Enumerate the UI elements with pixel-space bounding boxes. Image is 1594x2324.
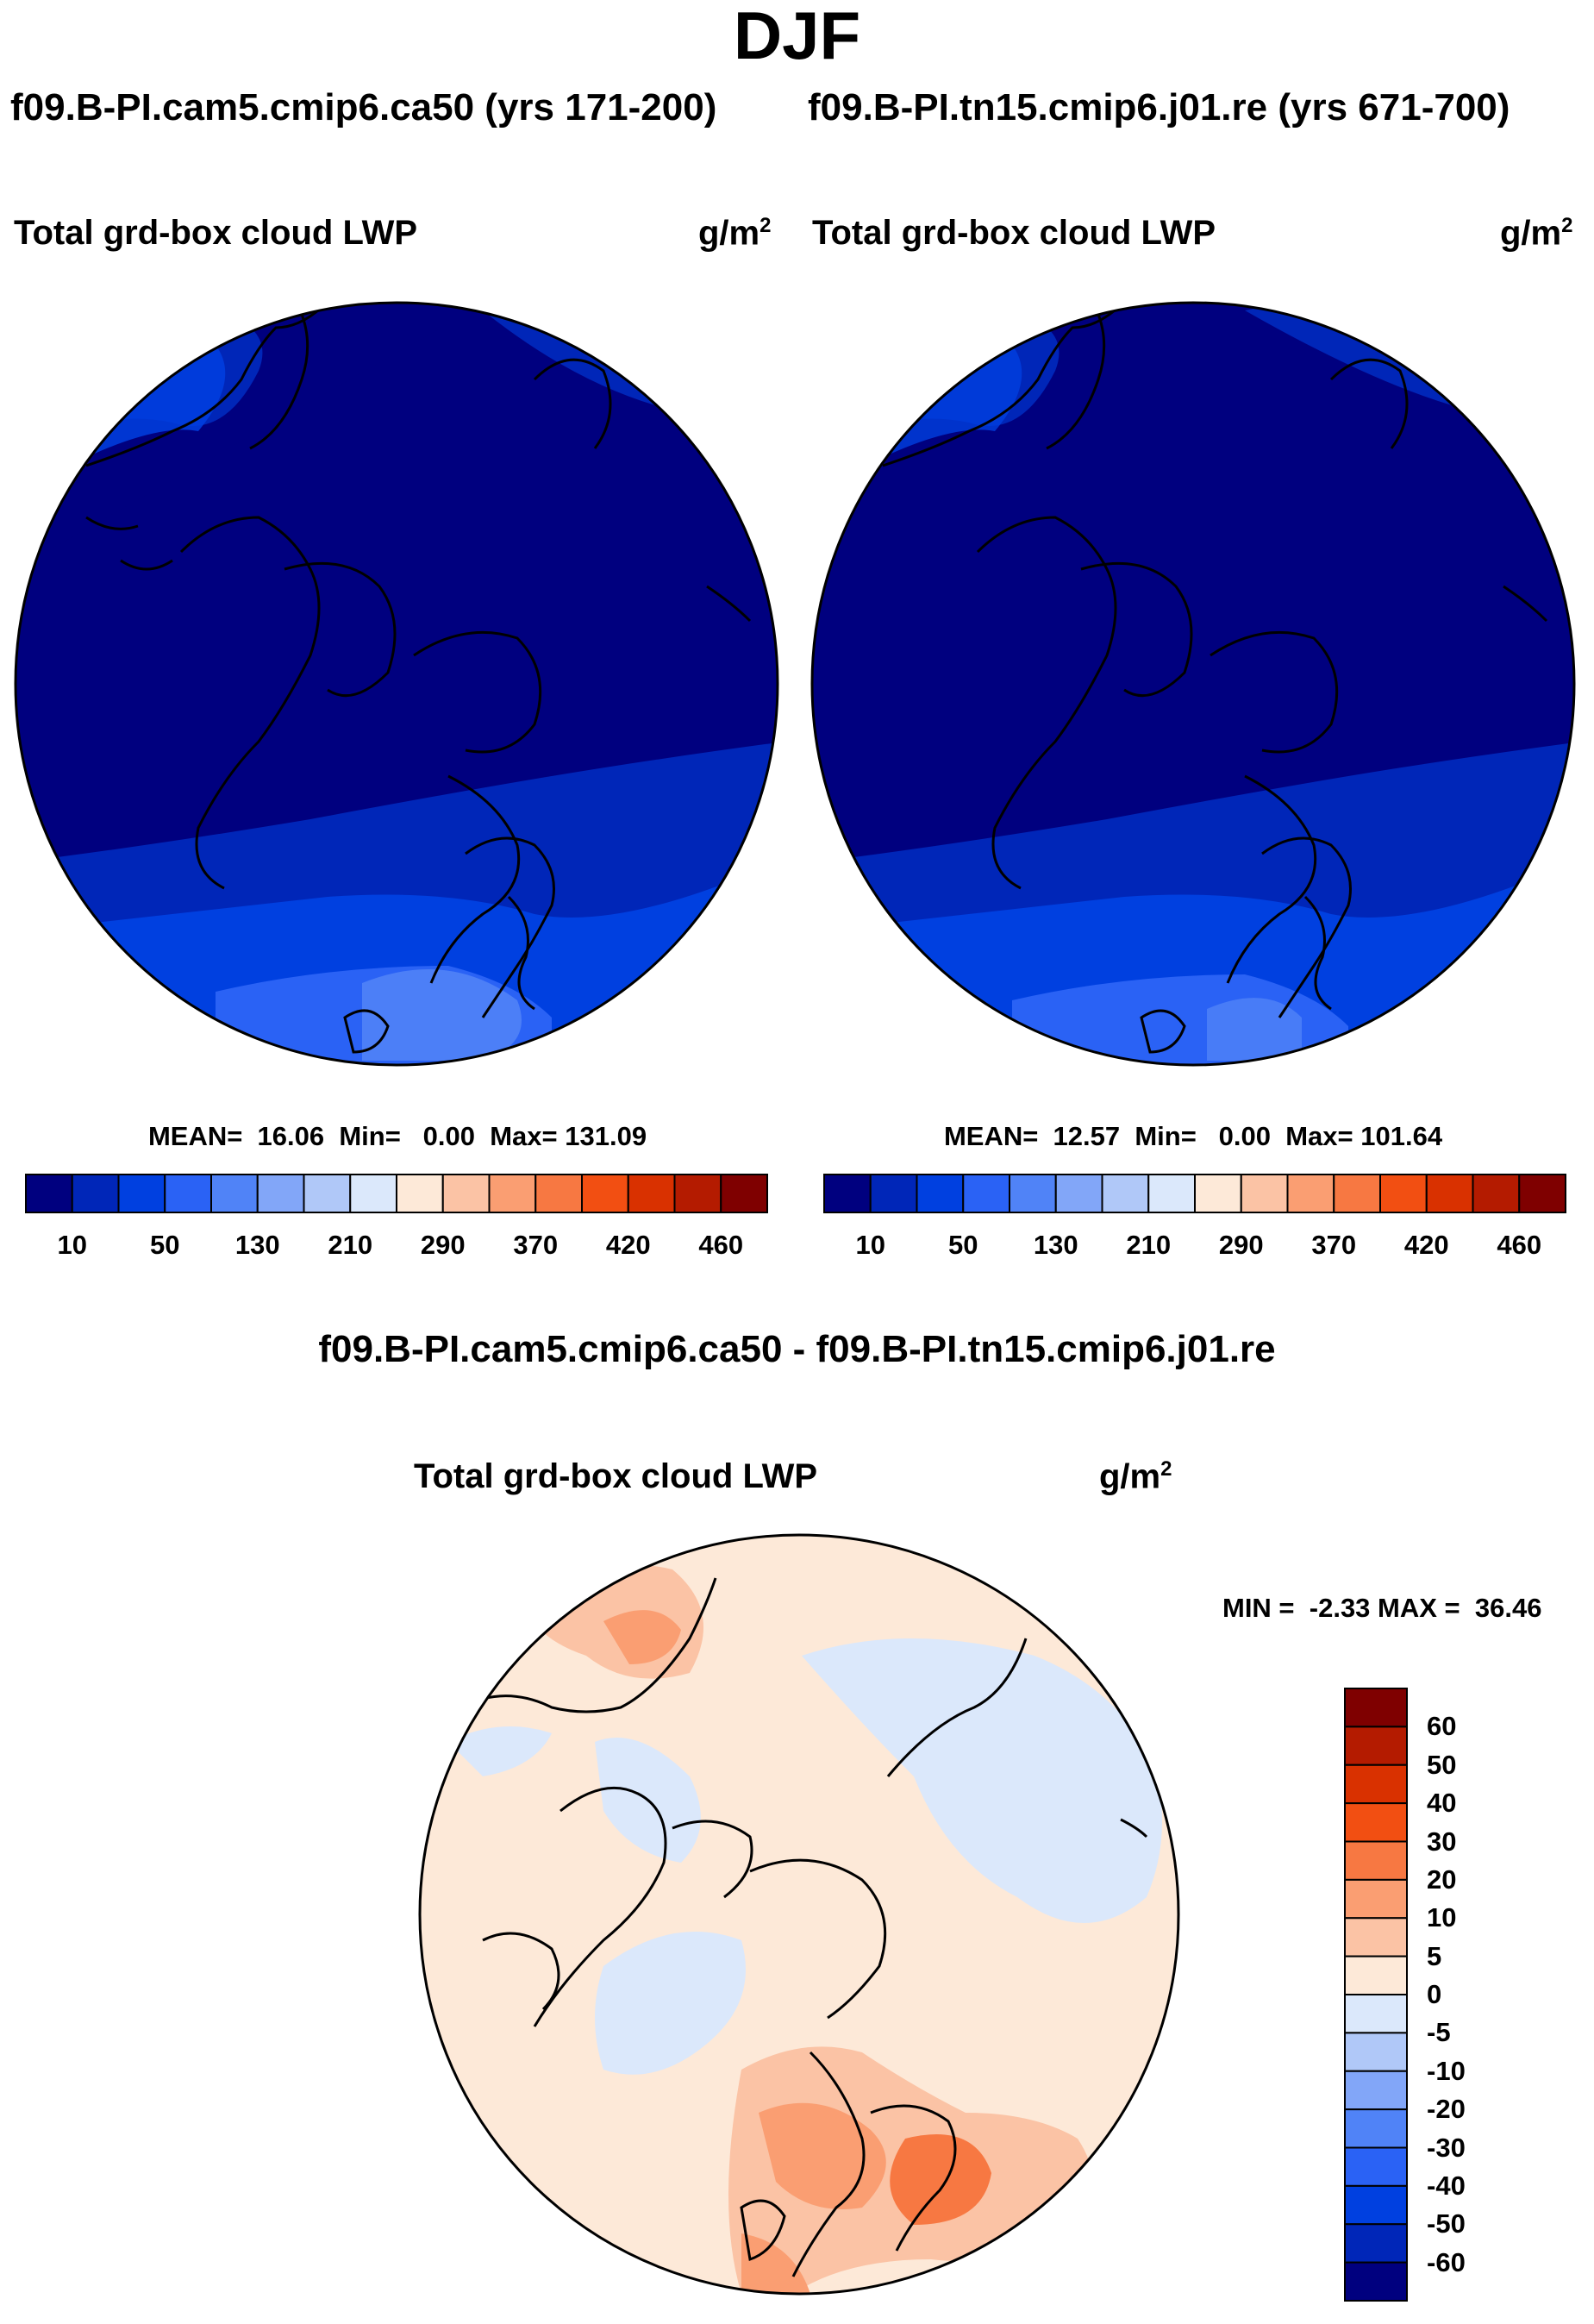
colorbar-tick-label: 0 <box>1427 1979 1442 2009</box>
colorbar-box <box>1425 1174 1474 1213</box>
right-case-label: f09.B-PI.tn15.cmip6.j01.re (yrs 671-700) <box>808 86 1510 128</box>
colorbar-tick-label: 50 <box>948 1230 978 1260</box>
right-colorbar-labels: 10 50 130 210 290 370 420 460 <box>0 1230 1594 1261</box>
colorbar-box <box>823 1174 872 1213</box>
right-stats: MEAN= 12.57 Min= 0.00 Max= 101.64 <box>943 1121 1443 1151</box>
colorbar-tick-label: 370 <box>513 1230 559 1260</box>
colorbar-tick-label: -5 <box>1427 2017 1451 2048</box>
colorbar-tick-label: 50 <box>1427 1749 1457 1780</box>
colorbar-tick-label: 20 <box>1427 1864 1457 1895</box>
figure-title: DJF <box>733 0 861 73</box>
colorbar-box <box>210 1174 259 1213</box>
colorbar-box <box>1344 2184 1408 2226</box>
colorbar-box <box>962 1174 1010 1213</box>
colorbar-tick-label: 130 <box>234 1230 280 1260</box>
colorbar-tick-label: 10 <box>57 1230 87 1260</box>
difference-plot-title: Total grd-box cloud LWP <box>414 1457 818 1495</box>
colorbar-box <box>1344 1994 1408 2034</box>
colorbar-box <box>1344 2070 1408 2111</box>
colorbar-box <box>1518 1174 1566 1213</box>
colorbar-box <box>916 1174 965 1213</box>
right-plot-title: Total grd-box cloud LWP <box>812 214 1216 252</box>
difference-plot-unit: g/m2 <box>1099 1457 1172 1496</box>
colorbar-box <box>1286 1174 1335 1213</box>
colorbar-box <box>1344 1726 1408 1766</box>
colorbar-tick-label: 370 <box>1311 1230 1357 1260</box>
colorbar-tick-label: -40 <box>1427 2170 1466 2201</box>
colorbar-tick-label: 5 <box>1427 1940 1442 1971</box>
colorbar-tick-label: 210 <box>1126 1230 1172 1260</box>
colorbar-tick-label: 130 <box>1033 1230 1078 1260</box>
colorbar-box <box>1344 1802 1408 1843</box>
colorbar-box <box>1147 1174 1196 1213</box>
colorbar-box <box>1344 1917 1408 1958</box>
colorbar-box <box>488 1174 537 1213</box>
colorbar-box <box>117 1174 166 1213</box>
colorbar-box <box>303 1174 352 1213</box>
right-plot-unit: g/m2 <box>1500 214 1573 253</box>
colorbar-box <box>441 1174 491 1213</box>
colorbar-box <box>1344 1763 1408 1805</box>
colorbar-tick-label: 460 <box>698 1230 744 1260</box>
colorbar-tick-label: 290 <box>1218 1230 1264 1260</box>
left-plot-unit: g/m2 <box>698 214 772 253</box>
colorbar-box <box>1344 2032 1408 2072</box>
colorbar-tick-label: 30 <box>1427 1826 1457 1857</box>
colorbar-box <box>1344 1840 1408 1881</box>
colorbar-tick-label: 420 <box>1403 1230 1449 1260</box>
colorbar-box <box>1333 1174 1381 1213</box>
colorbar-tick-label: -10 <box>1427 2055 1466 2086</box>
colorbar-box <box>1344 1878 1408 1920</box>
colorbar-tick-label: 60 <box>1427 1711 1457 1742</box>
left-stats: MEAN= 16.06 Min= 0.00 Max= 131.09 <box>147 1121 647 1151</box>
colorbar-box <box>1344 1955 1408 1995</box>
colorbar-box <box>25 1174 73 1213</box>
left-plot-title: Total grd-box cloud LWP <box>14 214 418 252</box>
colorbar-tick-label: 420 <box>605 1230 651 1260</box>
colorbar-box <box>1344 1688 1408 1728</box>
colorbar-tick-label: -60 <box>1427 2246 1466 2277</box>
colorbar-box <box>720 1174 768 1213</box>
colorbar-tick-label: 10 <box>1427 1902 1457 1933</box>
colorbar-box <box>1344 2108 1408 2149</box>
difference-minmax: MIN = -2.33 MAX = 36.46 <box>1222 1593 1542 1623</box>
colorbar-box <box>1379 1174 1428 1213</box>
colorbar-box <box>581 1174 629 1213</box>
colorbar-tick-label: -20 <box>1427 2094 1466 2125</box>
colorbar-tick-label: 40 <box>1427 1788 1457 1819</box>
colorbar-box <box>164 1174 212 1213</box>
colorbar-tick-label: -50 <box>1427 2208 1466 2239</box>
colorbar-box <box>1344 2223 1408 2264</box>
colorbar-box <box>1344 2146 1408 2187</box>
colorbar-tick-label: 50 <box>150 1230 180 1260</box>
colorbar-tick-label: -30 <box>1427 2132 1466 2163</box>
colorbar-tick-label: 210 <box>328 1230 373 1260</box>
colorbar-box <box>1194 1174 1242 1213</box>
colorbar-tick-label: 290 <box>420 1230 466 1260</box>
colorbar-tick-label: 10 <box>855 1230 885 1260</box>
colorbar-box <box>1344 2261 1408 2302</box>
left-colorbar-labels: 10 50 130 210 290 370 420 460 <box>0 1230 1594 1261</box>
colorbar-tick-label: 460 <box>1497 1230 1542 1260</box>
colorbar-box <box>1054 1174 1103 1213</box>
difference-title: f09.B-PI.cam5.cmip6.ca50 - f09.B-PI.tn15… <box>318 1328 1276 1370</box>
left-case-label: f09.B-PI.cam5.cmip6.ca50 (yrs 171-200) <box>10 86 717 128</box>
